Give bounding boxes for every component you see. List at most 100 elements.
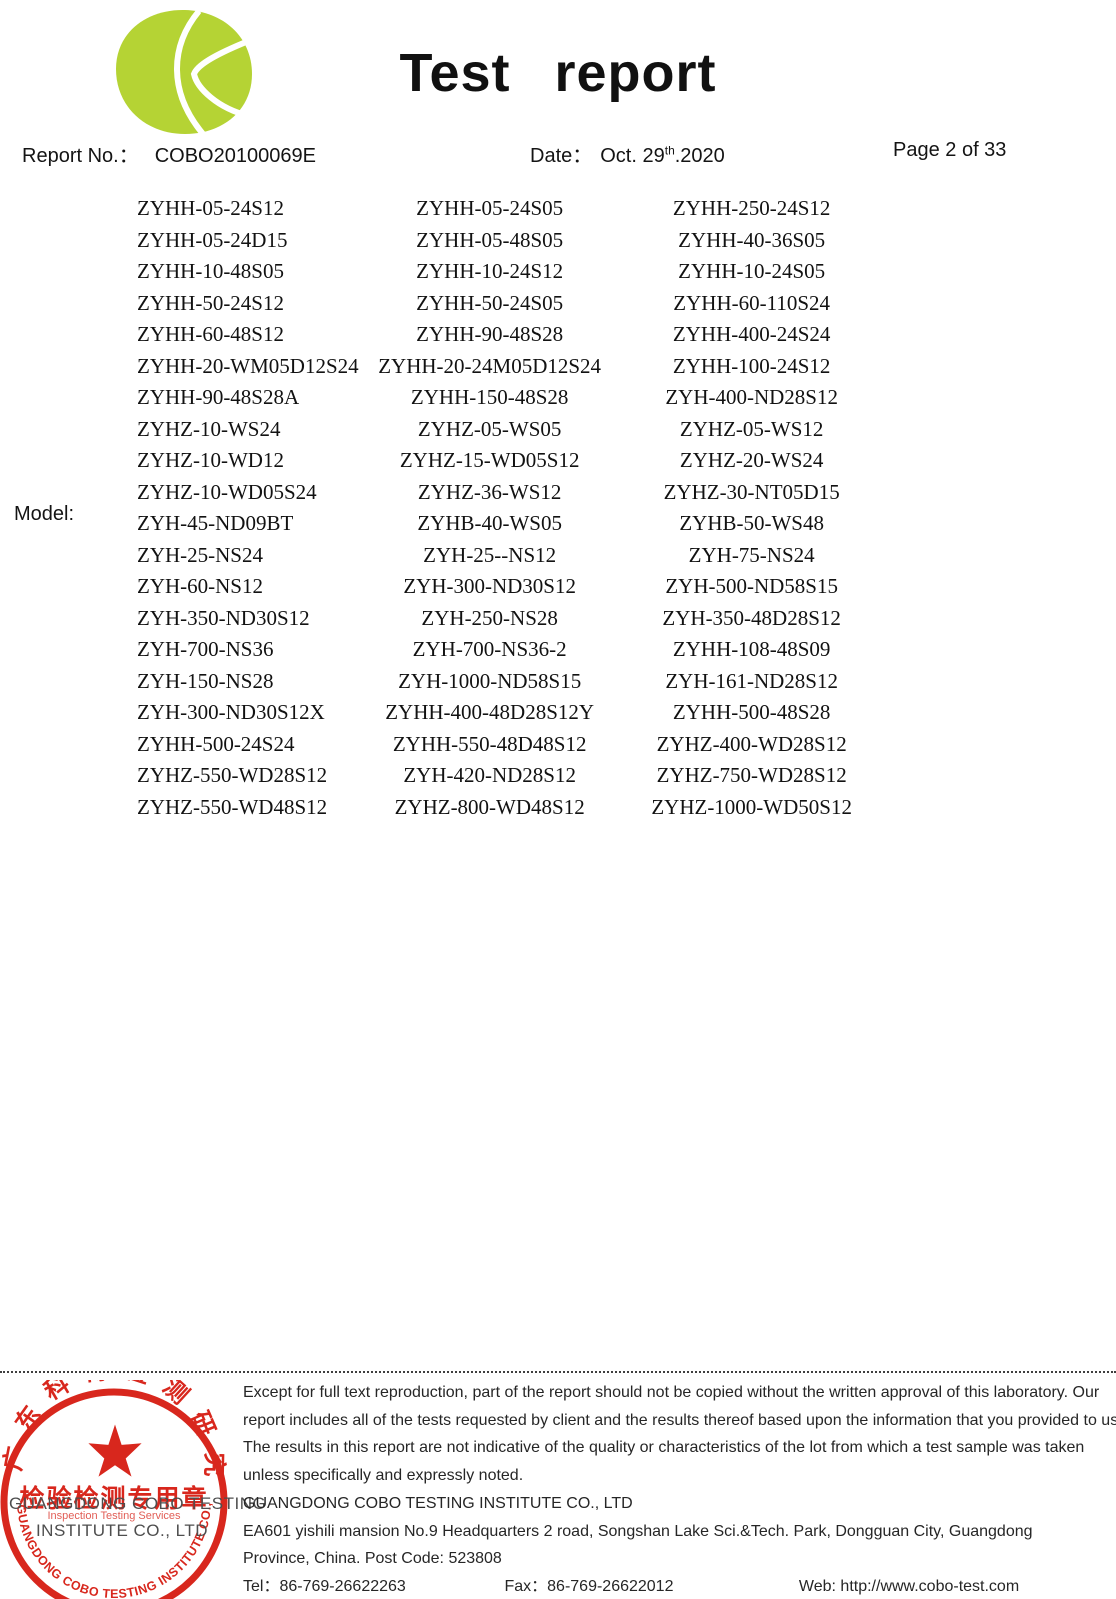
table-row: ZYH-60-NS12 ZYH-300-ND30S12 ZYH-500-ND58S1… (137, 571, 883, 603)
disclaimer-line: unless specifically and expressly noted. (243, 1467, 524, 1485)
model-cell: ZYHH-400-48D28S12Y (385, 700, 595, 725)
model-cell: ZYHH-60-48S12 (137, 322, 284, 347)
model-cell: ZYHZ-800-WD48S12 (394, 794, 585, 819)
footer-tel: Tel：86-769-26622263 (243, 1573, 500, 1599)
footer-company-name: GUANGDONG COBO TESTING INSTITUTE CO., LT… (243, 1494, 633, 1512)
table-row: ZYHH-50-24S12 ZYHH-50-24S05 ZYHH-60-110S24 (137, 288, 883, 320)
model-cell: ZYH-25--NS12 (423, 542, 557, 567)
model-cell: ZYHH-10-48S05 (137, 259, 284, 284)
model-cell: ZYHH-60-110S24 (673, 290, 831, 315)
model-cell: ZYHZ-400-WD28S12 (656, 731, 847, 756)
disclaimer-line: The results in this report are not indic… (243, 1439, 1085, 1457)
model-cell: ZYHZ-10-WD05S24 (137, 479, 317, 504)
model-cell: ZYH-700-NS36 (137, 637, 274, 662)
footer-divider (0, 1371, 1116, 1373)
model-cell: ZYH-161-ND28S12 (665, 668, 838, 693)
model-cell: ZYHZ-05-WS05 (417, 416, 562, 441)
model-cell: ZYH-420-ND28S12 (403, 763, 576, 788)
model-cell: ZYHZ-550-WD28S12 (137, 763, 328, 788)
seal-company-name-line2: INSTITUTE CO., LTD (35, 1521, 209, 1540)
model-cell: ZYHB-50-WS48 (679, 511, 824, 536)
model-cell: ZYH-400-ND28S12 (665, 385, 838, 410)
footer-web: Web: http://www.cobo-test.com (799, 1573, 1019, 1599)
table-row: ZYHH-60-48S12 ZYHH-90-48S28 ZYHH-400-24S24 (137, 319, 883, 351)
model-cell: ZYH-75-NS24 (688, 542, 815, 567)
model-cell: ZYH-700-NS36-2 (412, 637, 567, 662)
footer-contact-row: Tel：86-769-26622263 Fax：86-769-26622012 … (243, 1573, 1109, 1599)
model-cell: ZYHZ-10-WS24 (137, 416, 281, 441)
model-cell: ZYHZ-15-WD05S12 (399, 448, 580, 473)
table-row: ZYHH-10-48S05 ZYHH-10-24S12 ZYHH-10-24S05 (137, 256, 883, 288)
model-cell: ZYHZ-20-WS24 (679, 448, 824, 473)
model-cell: ZYHZ-05-WS12 (679, 416, 824, 441)
model-cell: ZYHH-05-48S05 (416, 227, 564, 252)
table-row: ZYHZ-10-WS24 ZYHZ-05-WS05 ZYHZ-05-WS12 (137, 414, 883, 446)
table-row: ZYHZ-10-WD12 ZYHZ-15-WD05S12 ZYHZ-20-WS24 (137, 445, 883, 477)
company-seal-icon: 广东科博检测研究院有限公司 检验检测专用章 Inspection Testing… (0, 1356, 228, 1599)
model-cell: ZYH-25-NS24 (137, 542, 263, 567)
tel-value: 86-769-26622263 (279, 1577, 406, 1595)
report-number: Report No.： COBO20100069E (22, 139, 316, 168)
table-row: ZYH-350-ND30S12 ZYH-250-NS28 ZYH-350-48D28… (137, 603, 883, 635)
model-list-table: ZYHH-05-24S12 ZYHH-05-24S05 ZYHH-250-24S12… (137, 193, 883, 823)
seal-company-name-line1: GUANGDONG COBO TESTING (9, 1494, 267, 1513)
model-cell: ZYHH-90-48S28 (416, 322, 564, 347)
model-cell: ZYHH-150-48S28 (410, 385, 569, 410)
model-cell: ZYHH-20-WM05D12S24 (137, 353, 359, 378)
report-number-label: Report No.： (22, 145, 139, 167)
disclaimer-line: report includes all of the tests request… (243, 1411, 1116, 1429)
footer-address-line1: EA601 yishili mansion No.9 Headquarters … (243, 1522, 1033, 1540)
model-cell: ZYH-350-ND30S12 (137, 605, 310, 630)
table-row: ZYHH-90-48S28A ZYHH-150-48S28 ZYH-400-ND28… (137, 382, 883, 414)
model-cell: ZYHH-550-48D48S12 (392, 731, 587, 756)
model-cell: ZYH-350-48D28S12 (662, 605, 841, 630)
model-cell: ZYHH-500-24S24 (137, 731, 295, 756)
model-cell: ZYHH-40-36S05 (678, 227, 826, 252)
date-day: Oct. 29 (600, 145, 665, 167)
web-label: Web: (798, 1577, 836, 1595)
model-cell: ZYHZ-1000-WD50S12 (651, 794, 852, 819)
report-date-label: Date： (530, 145, 593, 167)
model-cell: ZYHB-40-WS05 (417, 511, 562, 536)
web-value: http://www.cobo-test.com (840, 1577, 1020, 1595)
report-title-word2: report (554, 43, 717, 103)
disclaimer-line: Except for full text reproduction, part … (243, 1384, 1100, 1401)
model-cell: ZYHH-10-24S05 (678, 259, 826, 284)
model-cell: ZYH-500-ND58S15 (665, 574, 838, 599)
table-row: ZYHZ-550-WD28S12 ZYH-420-ND28S12 ZYHZ-750-… (137, 760, 883, 792)
footer-fax: Fax：86-769-26622012 (504, 1573, 794, 1599)
model-cell: ZYH-300-ND30S12X (137, 700, 325, 725)
date-ordinal: th (664, 143, 675, 158)
seal-center-text: 检验检测专用章 (19, 1484, 208, 1513)
company-seal: 广东科博检测研究院有限公司 检验检测专用章 Inspection Testing… (0, 1356, 242, 1599)
model-cell: ZYH-60-NS12 (137, 574, 263, 599)
model-cell: ZYHZ-10-WD12 (137, 448, 284, 473)
report-title: Test report (0, 42, 1116, 104)
footer-address-line2: Province, China. Post Code: 523808 (243, 1550, 502, 1568)
model-cell: ZYH-250-NS28 (421, 605, 558, 630)
page-number: Page 2 of 33 (893, 139, 1007, 161)
model-cell: ZYHH-90-48S28A (137, 385, 300, 410)
tel-label: Tel： (243, 1577, 280, 1595)
model-cell: ZYH-45-ND09BT (137, 511, 294, 536)
table-row: ZYH-300-ND30S12X ZYHH-400-48D28S12Y ZYHH-5… (137, 697, 883, 729)
model-label: Model: (14, 503, 75, 525)
date-year: .2020 (674, 145, 725, 167)
report-meta-row: Report No.： COBO20100069E Date： Oct. 29th.… (0, 139, 1116, 167)
seal-star-icon (88, 1424, 142, 1477)
model-cell: ZYHH-05-24S12 (137, 196, 284, 221)
model-cell: ZYHH-108-48S09 (672, 637, 831, 662)
cobo-logo-icon (116, 9, 253, 136)
seal-sub-text: Inspection Testing Services (47, 1510, 181, 1522)
model-cell: ZYHH-250-24S12 (672, 196, 831, 221)
model-cell: ZYHH-20-24M05D12S24 (378, 353, 602, 378)
report-number-value: COBO20100069E (154, 145, 316, 167)
table-row: ZYHH-500-24S24 ZYHH-550-48D48S12 ZYHZ-400-… (137, 729, 883, 761)
model-cell: ZYHZ-750-WD28S12 (656, 763, 847, 788)
fax-value: 86-769-26622012 (547, 1577, 674, 1595)
report-date: Date： Oct. 29th.2020 (530, 139, 725, 168)
model-cell: ZYHH-10-24S12 (416, 259, 564, 284)
report-date-value: Oct. 29th.2020 (600, 143, 725, 167)
table-row: ZYHZ-10-WD05S24 ZYHZ-36-WS12 ZYHZ-30-NT05D… (137, 477, 883, 509)
